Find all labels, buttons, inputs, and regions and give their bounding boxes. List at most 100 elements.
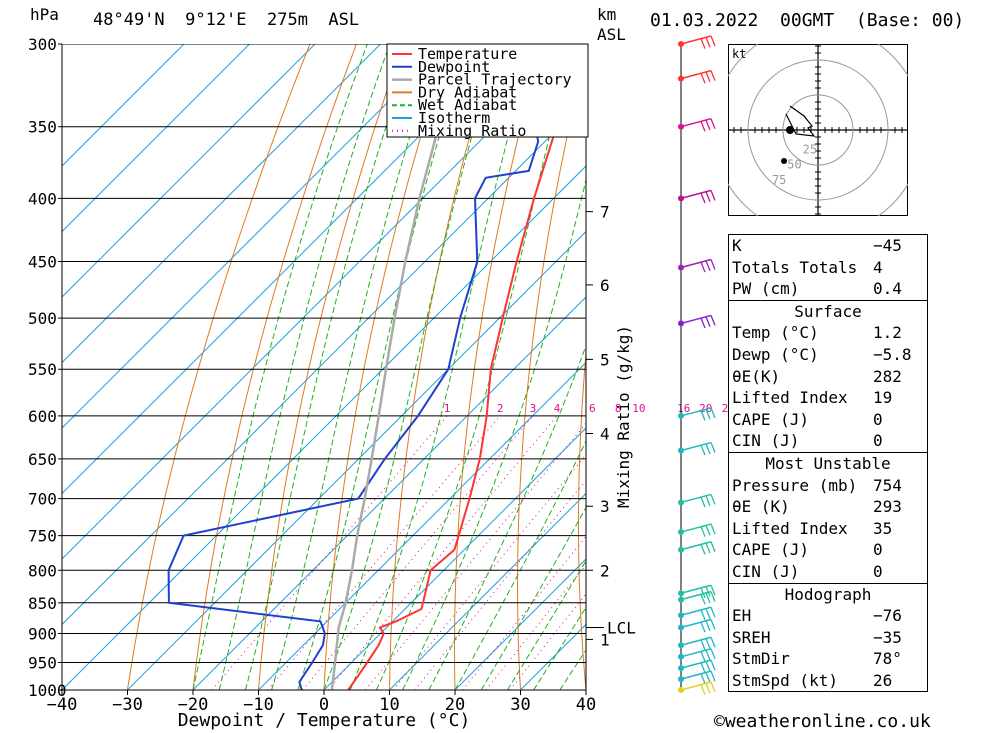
dry-adiabat-line <box>323 44 450 690</box>
legend-label-5: Isotherm <box>418 109 490 127</box>
km-tick-label: 7 <box>600 203 610 222</box>
surface-index-value: 282 <box>873 366 902 386</box>
surface-index-value: 0 <box>873 409 883 429</box>
hodograph-trace <box>785 105 816 137</box>
most-unstable-index-row: Pressure (mb) 754 <box>729 475 927 497</box>
dry-adiabat-line <box>454 44 543 690</box>
pressure-tick-label: 600 <box>28 407 57 426</box>
pressure-tick-label: 550 <box>28 360 57 379</box>
basic-index-value: 0.4 <box>873 279 902 299</box>
legend-label-4: Wet Adiabat <box>418 96 517 114</box>
wind-barb <box>678 659 716 673</box>
hodograph-index-label: EH <box>732 606 752 626</box>
mixing-ratio-tick-label: 20 <box>699 402 712 415</box>
km-tick-label: 5 <box>600 350 610 369</box>
isotherm-line <box>62 44 381 364</box>
wet-adiabat-line <box>323 44 499 690</box>
temperature-tick-label: −10 <box>243 695 274 715</box>
pressure-tick-label: 700 <box>28 490 57 509</box>
surface-index-label: θE(K) <box>732 366 781 386</box>
wet-adiabat-line <box>349 44 534 690</box>
temperature-tick-label: 10 <box>379 695 399 715</box>
copyright-footer: ©weatheronline.co.uk <box>714 711 931 732</box>
wind-barb <box>678 407 716 421</box>
basic-index-label: PW (cm) <box>732 279 800 299</box>
wind-barb <box>678 523 716 537</box>
isotherm-line <box>62 44 316 298</box>
temperature-tick-label: −40 <box>47 695 78 715</box>
surface-index-row: Dewp (°C) −5.8 <box>729 344 927 366</box>
hodograph-index-row: StmSpd (kt) 26 <box>729 670 927 692</box>
most-unstable-title: Most Unstable <box>765 453 891 473</box>
most-unstable-index-row: θE (K) 293 <box>729 496 927 518</box>
isotherm-line <box>62 44 250 233</box>
mixing-ratio-tick-label: 8 <box>615 402 622 415</box>
basic-index-row: K −45 <box>729 235 927 257</box>
mixing-ratio-line <box>365 422 586 690</box>
surface-index-row: CAPE (J) 0 <box>729 409 927 431</box>
indices-panel: K −45 Totals Totals 4 PW (cm) 0.4 Surface Tem… <box>728 234 928 693</box>
wind-barb <box>678 314 716 329</box>
hodograph-ring <box>747 59 889 201</box>
km-tick-label: 6 <box>600 276 610 295</box>
pressure-tick-label: 850 <box>28 594 57 613</box>
hodograph-ring <box>782 94 854 166</box>
temperature-tick-label: 40 <box>576 695 596 715</box>
mixing-ratio-line <box>211 415 448 690</box>
most-unstable-index-label: Lifted Index <box>732 518 848 538</box>
wind-barb <box>678 541 716 555</box>
km-tick-label: 3 <box>600 497 610 516</box>
pressure-tick-label: 1000 <box>28 681 67 700</box>
wet-adiabat-line <box>244 44 415 690</box>
series-line-2 <box>330 61 463 690</box>
hodograph-index-label: StmDir <box>732 649 790 669</box>
most-unstable-index-row: CIN (J) 0 <box>729 561 927 583</box>
most-unstable-index-value: 0 <box>873 561 883 581</box>
km-tick-label: 1 <box>600 630 610 649</box>
most-unstable-index-value: 293 <box>873 497 902 517</box>
mixing-ratio-line <box>327 415 558 690</box>
isotherm-line <box>127 230 586 690</box>
km-tick-label: 2 <box>600 561 610 580</box>
temperature-tick-label: −30 <box>112 695 143 715</box>
hodograph-ring-label: 25 <box>803 142 817 156</box>
pressure-tick-label: 650 <box>28 450 57 469</box>
isotherm-line <box>454 558 586 690</box>
hodograph-ring-label: 50 <box>787 158 801 172</box>
dry-adiabat-line <box>127 44 311 690</box>
height-unit-label: km <box>597 5 617 24</box>
dry-adiabat-line <box>258 44 404 690</box>
most-unstable-index-row: CAPE (J) 0 <box>729 539 927 561</box>
most-unstable-index-label: θE (K) <box>732 497 790 517</box>
surface-title: Surface <box>794 301 862 321</box>
wet-adiabat-line <box>192 44 368 690</box>
dry-adiabat-line <box>192 44 357 690</box>
wind-barb <box>678 117 716 132</box>
most-unstable-index-value: 0 <box>873 540 883 560</box>
surface-index-value: −5.8 <box>873 344 912 364</box>
hodograph-point-marker <box>781 158 787 164</box>
x-axis-label: Dewpoint / Temperature (°C) <box>178 710 471 731</box>
mixing-ratio-line <box>267 415 501 690</box>
pressure-unit-label: hPa <box>30 5 59 24</box>
location-title: 48°49'N 9°12'E 275m ASL <box>93 10 360 30</box>
legend-label-2: Parcel Trajectory <box>418 71 572 89</box>
basic-index-row: Totals Totals 4 <box>729 257 927 279</box>
pressure-tick-label: 500 <box>28 309 57 328</box>
most-unstable-index-value: 754 <box>873 475 902 495</box>
pressure-tick-label: 350 <box>28 118 57 137</box>
surface-index-label: CAPE (J) <box>732 409 810 429</box>
isotherm-line <box>62 44 185 167</box>
most-unstable-index-row: Lifted Index 35 <box>729 518 927 540</box>
hodograph-index-value: −76 <box>873 606 902 626</box>
temperature-tick-label: 0 <box>319 695 329 715</box>
basic-index-value: 4 <box>873 257 883 277</box>
wet-adiabat-line <box>454 439 586 690</box>
hodograph-index-row: StmDir 78° <box>729 648 927 670</box>
pressure-tick-label: 950 <box>28 653 57 672</box>
surface-index-row: Lifted Index 19 <box>729 387 927 409</box>
wet-adiabat-line <box>428 344 586 690</box>
legend-label-6: Mixing Ratio <box>418 122 526 140</box>
